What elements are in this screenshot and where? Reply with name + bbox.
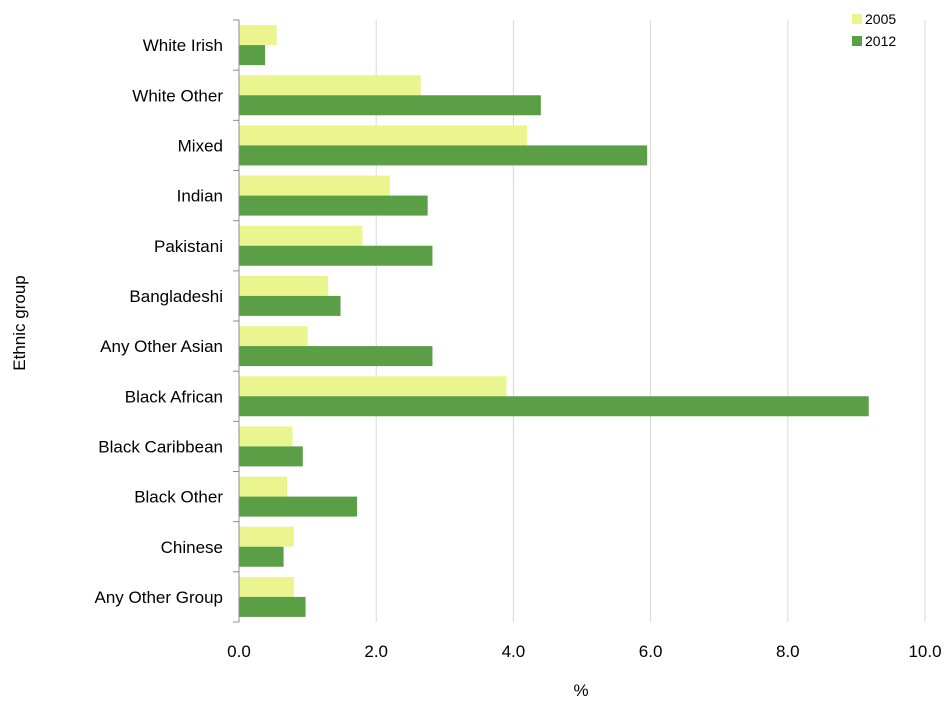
legend-swatch xyxy=(852,36,862,46)
category-label: Any Other Group xyxy=(94,588,223,607)
category-label: White Other xyxy=(132,86,223,105)
x-tick-label: 8.0 xyxy=(776,642,800,661)
bar-2005 xyxy=(239,75,421,96)
bar-2012 xyxy=(239,195,428,216)
x-axis-title: % xyxy=(573,681,588,700)
legend-swatch xyxy=(852,14,862,24)
bar-2005 xyxy=(239,25,277,46)
x-tick-labels: 0.0 2.0 4.0 6.0 8.0 10.0 xyxy=(227,642,941,661)
bar-2005 xyxy=(239,326,308,347)
category-label: Black Other xyxy=(134,488,223,507)
x-tick-label: 2.0 xyxy=(364,642,388,661)
category-labels: White Irish White Other Mixed Indian Pakista… xyxy=(94,36,223,607)
bar-2005 xyxy=(239,376,507,397)
y-axis-title: Ethnic group xyxy=(10,275,29,370)
axes xyxy=(233,19,240,623)
legend-label: 2005 xyxy=(865,11,896,27)
category-label: White Irish xyxy=(143,36,223,55)
bar-2012 xyxy=(239,95,541,116)
legend: 2005 2012 xyxy=(852,11,896,49)
category-label: Indian xyxy=(177,187,223,206)
gridlines xyxy=(375,20,926,622)
category-label: Bangladeshi xyxy=(129,287,223,306)
bar-2005 xyxy=(239,175,390,196)
bar-2012 xyxy=(239,245,433,266)
category-label: Pakistani xyxy=(154,237,223,256)
category-label: Any Other Asian xyxy=(100,337,223,356)
category-label: Black Caribbean xyxy=(98,437,223,456)
bar-2005 xyxy=(239,526,294,547)
bar-2005 xyxy=(239,125,528,146)
x-tick-label: 4.0 xyxy=(502,642,526,661)
category-label: Chinese xyxy=(161,538,223,557)
bar-2012 xyxy=(239,396,869,417)
bars xyxy=(239,25,869,617)
bar-2012 xyxy=(239,496,357,517)
bar-2005 xyxy=(239,476,288,497)
x-tick-label: 6.0 xyxy=(639,642,663,661)
bar-2005 xyxy=(239,225,363,246)
bar-2012 xyxy=(239,145,648,166)
category-label: Mixed xyxy=(178,136,223,155)
bar-2012 xyxy=(239,295,341,316)
bar-2005 xyxy=(239,576,294,597)
x-tick-label: 10.0 xyxy=(908,642,941,661)
bar-2005 xyxy=(239,275,329,296)
bar-2012 xyxy=(239,45,266,66)
bar-2012 xyxy=(239,596,306,617)
x-tick-label: 0.0 xyxy=(227,642,251,661)
bar-2012 xyxy=(239,446,303,467)
bar-2005 xyxy=(239,426,293,447)
bar-2012 xyxy=(239,546,284,567)
bar-2012 xyxy=(239,346,433,367)
category-label: Black African xyxy=(125,387,223,406)
legend-label: 2012 xyxy=(865,33,896,49)
